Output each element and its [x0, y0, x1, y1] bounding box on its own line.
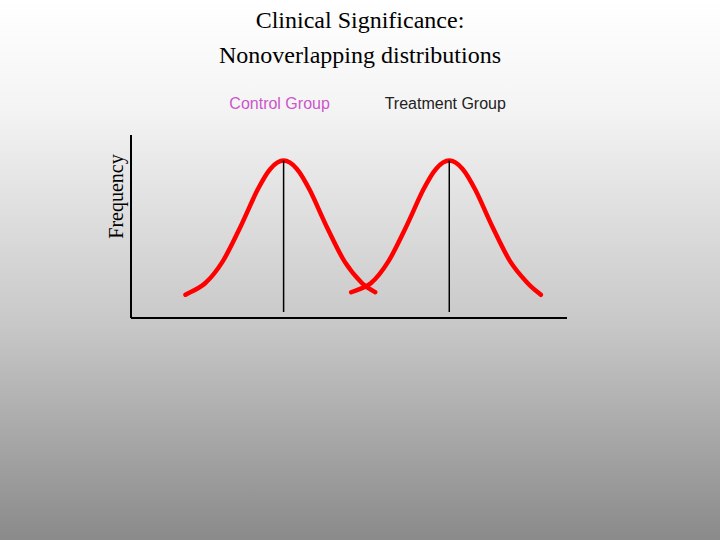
distribution-curve: [186, 161, 376, 295]
series-label: Control Group: [229, 95, 330, 112]
chart: Frequency Control Group Treatment Group: [0, 0, 720, 540]
y-axis: [130, 135, 132, 318]
plot-area: [186, 161, 541, 312]
chart-title: Clinical Significance: Nonoverlapping di…: [190, 3, 530, 73]
mean-line: [449, 161, 451, 312]
distribution-curve: [351, 161, 541, 295]
mean-line: [283, 161, 285, 312]
y-axis-label: Frequency: [105, 154, 128, 238]
series-label: Treatment Group: [385, 95, 506, 112]
x-axis: [131, 317, 567, 319]
